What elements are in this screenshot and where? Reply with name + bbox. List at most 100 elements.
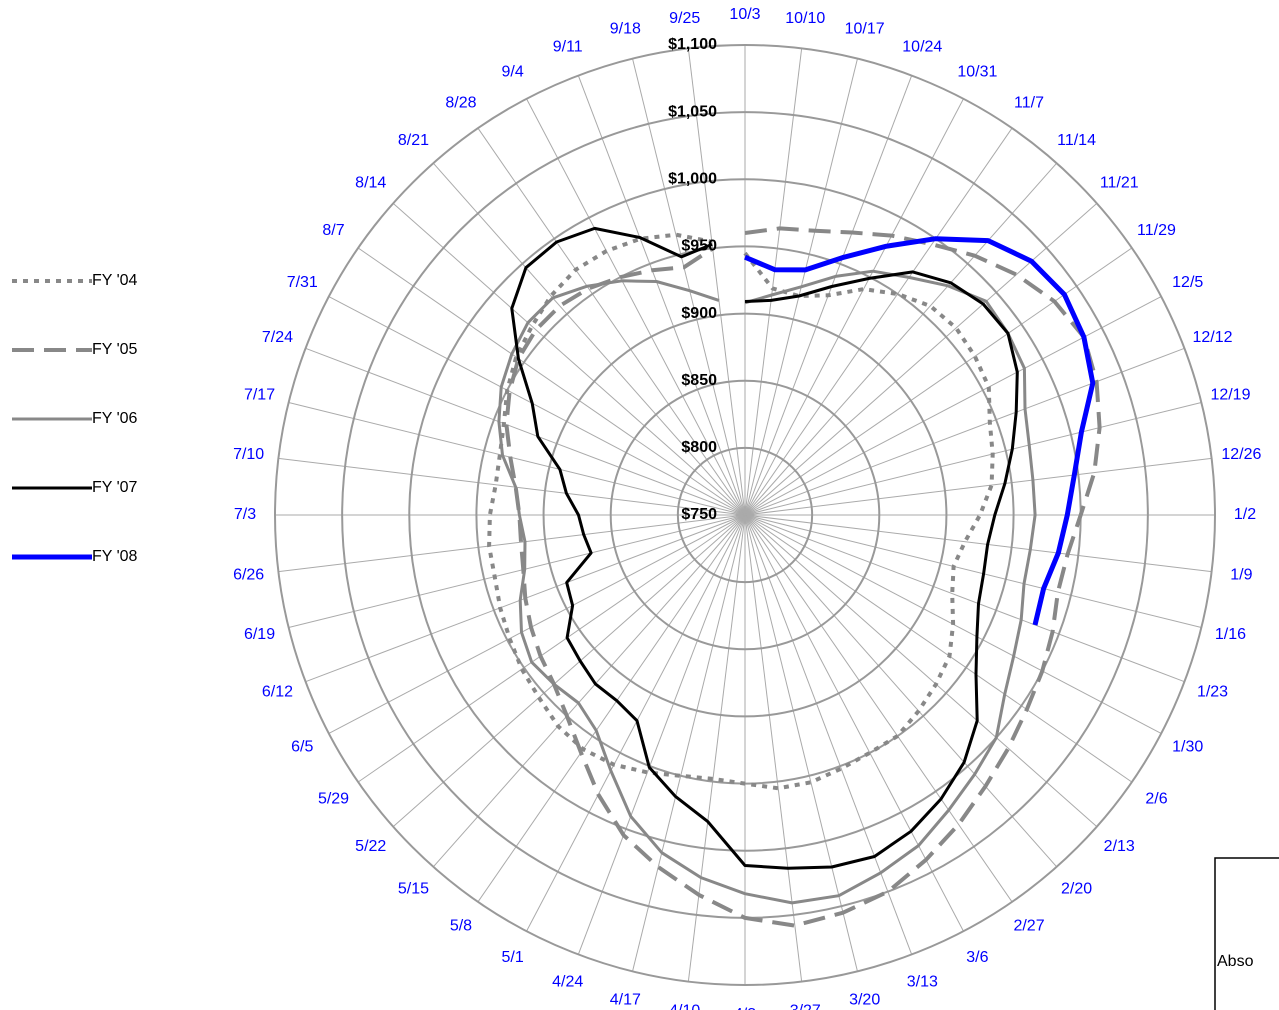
spoke xyxy=(744,127,1013,516)
legend-label: FY '08 xyxy=(92,548,138,565)
category-label: 8/14 xyxy=(355,175,386,192)
spoke xyxy=(744,514,913,955)
category-label: 8/7 xyxy=(322,222,344,239)
series-line xyxy=(497,269,1037,905)
category-label: 11/29 xyxy=(1137,222,1176,239)
grid-ring xyxy=(609,379,881,651)
category-label: 7/24 xyxy=(262,329,293,346)
spoke xyxy=(744,514,1133,783)
spoke xyxy=(744,402,1202,516)
spoke xyxy=(744,296,1162,516)
category-label: 11/14 xyxy=(1057,132,1096,149)
spoke xyxy=(577,75,746,516)
spoke xyxy=(288,514,746,628)
category-label: 3/13 xyxy=(907,974,938,991)
legend-label: FY '05 xyxy=(92,341,138,358)
labels: 10/3 10/10 10/17 10/24 10/31 11/7 11/14 11/21 11… xyxy=(233,6,1261,1010)
category-label: 2/6 xyxy=(1145,790,1167,807)
category-label: 1/30 xyxy=(1172,739,1203,756)
grid xyxy=(274,44,1216,986)
category-label: 9/18 xyxy=(610,21,641,38)
series-line xyxy=(744,236,1096,626)
spoke xyxy=(687,514,746,982)
spoke xyxy=(577,514,746,955)
category-label: 8/21 xyxy=(398,132,429,149)
category-label: 6/19 xyxy=(244,626,275,643)
category-label: 12/12 xyxy=(1192,329,1232,346)
grid-ring xyxy=(676,446,814,584)
legend-label: FY '07 xyxy=(92,479,138,496)
legend: FY '04 FY '05 FY '06 FY '07 FY '08 xyxy=(12,272,138,565)
series-line xyxy=(504,226,1102,928)
spoke xyxy=(744,514,1185,683)
category-label: 9/4 xyxy=(502,63,524,80)
annotation-box xyxy=(1214,857,1279,1010)
category-label: 6/12 xyxy=(262,684,293,701)
category-label: 10/17 xyxy=(845,21,885,38)
spoke xyxy=(392,202,746,516)
legend-label: FY '04 xyxy=(92,272,138,289)
spoke xyxy=(357,247,746,516)
category-label: 4/10 xyxy=(669,1003,700,1010)
r-tick-label: $1,100 xyxy=(668,36,717,53)
spoke xyxy=(744,514,1202,628)
category-label: 7/3 xyxy=(234,506,256,523)
spoke xyxy=(744,98,964,516)
category-label: 1/16 xyxy=(1215,626,1246,643)
category-label: 2/20 xyxy=(1061,880,1092,897)
spoke xyxy=(288,402,746,516)
category-label: 12/5 xyxy=(1172,274,1203,291)
r-tick-label: $850 xyxy=(681,372,717,389)
category-label: 2/27 xyxy=(1013,918,1044,935)
category-label: 2/13 xyxy=(1104,838,1135,855)
category-label: 1/23 xyxy=(1197,684,1228,701)
category-label: 9/11 xyxy=(553,39,583,56)
spoke xyxy=(744,48,803,516)
category-label: 8/28 xyxy=(445,95,476,112)
category-label: 4/3 xyxy=(734,1006,756,1010)
r-tick-label: $1,050 xyxy=(668,103,717,120)
legend-label: FY '06 xyxy=(92,410,138,427)
category-label: 6/26 xyxy=(233,566,264,583)
spoke xyxy=(328,296,746,516)
spoke xyxy=(744,514,964,932)
r-tick-label: $950 xyxy=(681,238,717,255)
category-label: 3/27 xyxy=(790,1003,821,1010)
category-label: 10/3 xyxy=(729,6,760,23)
spoke xyxy=(278,457,746,516)
r-tick-label: $800 xyxy=(681,439,717,456)
spoke xyxy=(278,514,746,573)
category-label: 5/1 xyxy=(502,949,524,966)
spoke xyxy=(477,514,746,903)
category-label: 10/24 xyxy=(902,39,942,56)
r-tick-label: $900 xyxy=(681,305,717,322)
spoke xyxy=(744,202,1098,516)
r-tick-label: $1,000 xyxy=(668,171,717,188)
category-label: 1/9 xyxy=(1230,566,1252,583)
spoke xyxy=(687,48,746,516)
category-label: 10/31 xyxy=(957,63,997,80)
category-label: 1/2 xyxy=(1234,506,1256,523)
category-label: 11/7 xyxy=(1014,95,1044,112)
spoke xyxy=(744,457,1212,516)
spoke xyxy=(744,514,1013,903)
series-lines xyxy=(487,226,1102,928)
category-label: 3/6 xyxy=(966,949,988,966)
category-label: 3/20 xyxy=(849,992,880,1009)
spoke xyxy=(357,514,746,783)
spoke xyxy=(744,514,1058,868)
spoke xyxy=(526,98,746,516)
category-label: 7/17 xyxy=(244,387,275,404)
spoke xyxy=(632,58,746,516)
spoke xyxy=(392,514,746,828)
category-label: 6/5 xyxy=(291,739,313,756)
category-label: 7/10 xyxy=(233,446,264,463)
category-label: 10/10 xyxy=(785,10,825,27)
spoke xyxy=(526,514,746,932)
spoke xyxy=(744,247,1133,516)
spoke xyxy=(305,347,746,516)
category-label: 12/19 xyxy=(1210,387,1250,404)
category-label: 9/25 xyxy=(669,10,700,27)
